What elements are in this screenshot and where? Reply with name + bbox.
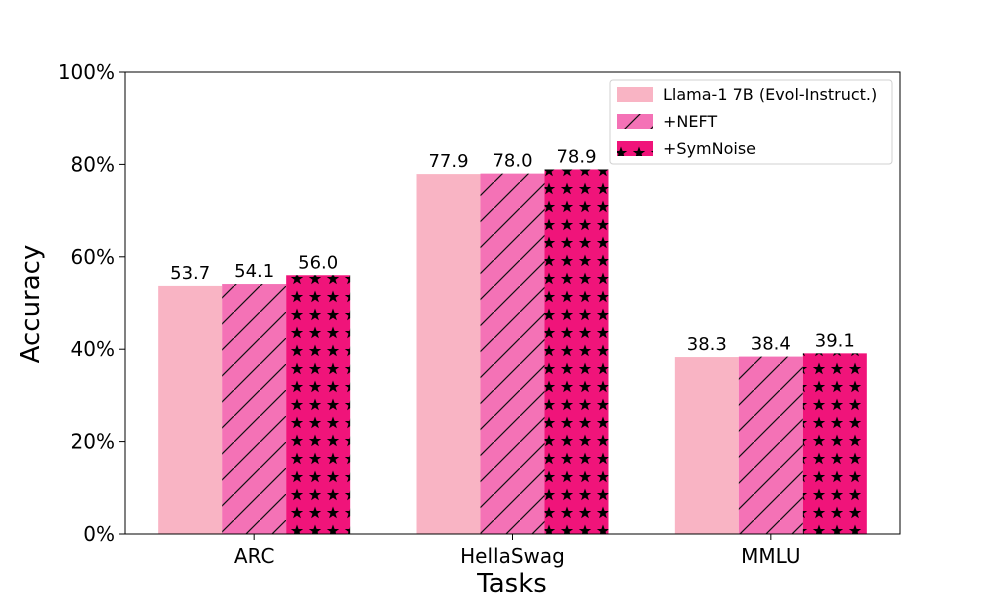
legend-label-llama: Llama-1 7B (Evol-Instruct.) — [663, 85, 877, 104]
x-axis-title: Tasks — [476, 569, 547, 599]
legend-frame — [609, 79, 893, 165]
data-label: 38.4 — [751, 334, 791, 355]
legend-label-neft: +NEFT — [663, 112, 717, 131]
legend-swatch-neft — [617, 114, 653, 129]
bar-hellaswag-2 — [544, 169, 609, 534]
y-tick-label: 80% — [71, 152, 115, 176]
y-axis-title: Accuracy — [16, 245, 46, 364]
data-label: 54.1 — [234, 261, 274, 282]
y-tick-label: 60% — [71, 245, 115, 269]
bar-mmlu-2 — [802, 353, 867, 534]
bar-arc-2 — [286, 275, 351, 534]
data-label: 56.0 — [298, 252, 338, 273]
data-label: 78.0 — [492, 151, 532, 172]
bars-layer — [158, 169, 867, 535]
data-label: 53.7 — [170, 263, 210, 284]
bar-arc-0 — [158, 285, 223, 534]
bar-arc-1 — [222, 284, 287, 534]
y-tick-label: 20% — [71, 430, 115, 454]
x-tick-label: HellaSwag — [460, 544, 565, 568]
x-tick-label: MMLU — [741, 544, 800, 568]
bar-hellaswag-1 — [480, 173, 545, 534]
legend-swatch-symnoise — [617, 141, 653, 156]
y-tick-label: 100% — [58, 60, 115, 84]
data-label: 77.9 — [428, 151, 468, 172]
x-axis: ARC HellaSwag MMLU — [234, 534, 800, 568]
x-tick-label: ARC — [234, 544, 275, 568]
data-label: 78.9 — [556, 146, 596, 167]
y-tick-label: 0% — [83, 522, 115, 546]
bar-hellaswag-0 — [416, 174, 481, 535]
legend-label-symnoise: +SymNoise — [663, 139, 756, 158]
y-tick-label: 40% — [71, 337, 115, 361]
data-labels-layer: 53.7 54.1 56.0 77.9 78.0 78.9 38.3 38.4 39.1 — [170, 146, 855, 355]
bar-mmlu-0 — [674, 357, 739, 534]
bar-mmlu-1 — [738, 356, 803, 534]
data-label: 39.1 — [815, 330, 855, 351]
legend: Llama-1 7B (Evol-Instruct.) +NEFT +SymNo… — [609, 79, 893, 165]
y-axis: 0% 20% 40% 60% 80% 100% — [58, 60, 125, 546]
data-label: 38.3 — [687, 334, 727, 355]
legend-swatch-llama — [617, 87, 653, 102]
